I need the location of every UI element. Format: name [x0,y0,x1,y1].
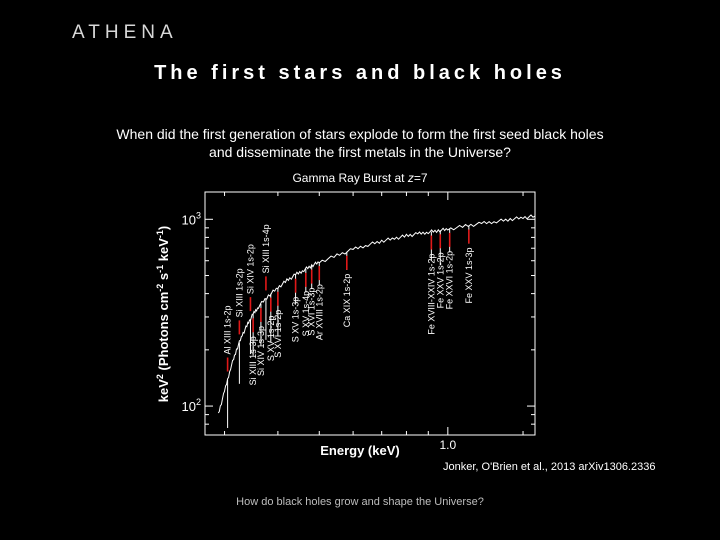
line-label: S XV 1s-2p [266,316,276,362]
y-label-part: keV [156,379,171,402]
y-label-part: s [156,273,171,284]
citation: Jonker, O'Brien et al., 2013 arXiv1306.2… [443,461,656,473]
y-tick-exponent: 3 [196,210,201,220]
line-label: Si XIV 1s-2p [245,244,255,294]
y-tick-label: 103 [182,210,201,227]
x-tick-label: 1.0 [439,438,456,452]
x-tick-labels: 1.0 [439,438,456,452]
science-question: When did the first generation of stars e… [0,125,720,161]
y-tick-base: 10 [182,399,196,414]
line-label: Si XIII 1s-2p [234,268,244,317]
figure-caption: Gamma Ray Burst at z=7 [0,171,720,185]
y-label-part: ) [156,226,171,230]
line-label: Fe XXV 1s-2p [435,252,445,308]
line-label: S XV 1s-3p [291,297,301,343]
question-line-1: When did the first generation of stars e… [116,126,604,142]
slide-title: The first stars and black holes [154,62,566,84]
caption-variable: z [407,171,414,185]
y-tick-label: 102 [182,397,201,414]
y-label-part: -1 [155,265,165,273]
line-label: S XVI 1s-3p [307,288,317,336]
y-label-part: (Photons cm [156,292,171,374]
caption-prefix: Gamma Ray Burst at [292,171,408,185]
line-label: Fe XXVI 1s-2p [445,251,455,310]
y-label-part: 2 [155,374,165,379]
line-label: S XV 1s-4p [301,291,311,337]
footer-question: How do black holes grow and shape the Un… [236,496,484,508]
y-tick-base: 10 [182,212,196,227]
line-label: Si XIII 1s-4p [261,224,271,273]
y-label-part: -1 [155,230,165,238]
y-tick-exponent: 2 [196,397,201,407]
line-label: S XVI 1s-2p [273,310,283,358]
spectrum-series-line [217,214,536,414]
y-label-part: keV [156,238,171,265]
line-label: Al XIII 1s-2p [223,305,233,354]
line-label: Si XIV 1s-3p [256,326,266,376]
line-label: Fe XVIII-XXIV 1s-2p [426,254,436,335]
x-axis-label: Energy (keV) [320,443,399,458]
y-axis-label: keV2 (Photons cm-2 s-1 keV-1) [155,226,171,402]
athena-brand: ATHENA [72,22,178,43]
caption-suffix: =7 [413,171,428,185]
line-label: Si XIII 1s-3p [248,336,258,385]
figure-background [150,187,546,463]
question-line-2: and disseminate the first metals in the … [209,144,511,160]
y-label-part: -2 [155,284,165,292]
axis-ticks [205,192,535,435]
plot-frame [204,191,536,436]
line-label: Ca XIX 1s-2p [342,274,352,328]
line-label: Ar XVIII 1s-2p [314,284,324,340]
line-label: Fe XXV 1s-3p [464,248,474,304]
